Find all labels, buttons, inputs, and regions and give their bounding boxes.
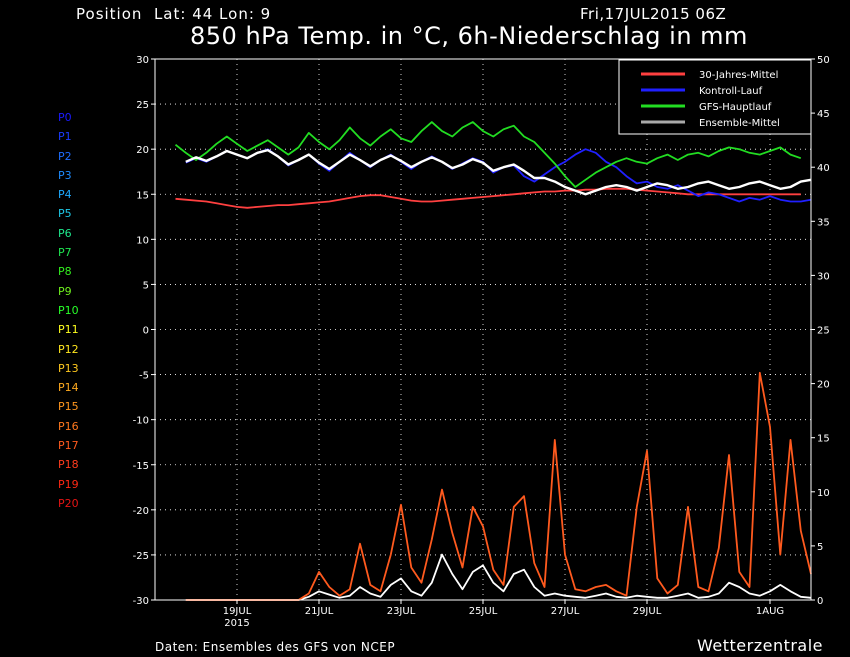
series-line — [175, 187, 801, 209]
x-tick-label: 23JUL — [387, 606, 416, 617]
x-tick-label: 19JUL — [223, 606, 252, 617]
y-left-tick-label: -30 — [133, 596, 149, 607]
y-right-tick-label: 50 — [817, 55, 830, 66]
y-left-tick-label: 25 — [136, 100, 149, 111]
series-line — [185, 148, 812, 196]
y-left-tick-label: -5 — [139, 371, 149, 382]
y-left-tick-label: 5 — [143, 280, 149, 291]
y-left-tick-label: -15 — [133, 461, 149, 472]
x-tick-label: 2015 — [224, 618, 249, 629]
member-label: P5 — [58, 207, 72, 221]
data-credit: Daten: Ensembles des GFS von NCEP — [155, 640, 396, 654]
series-line — [174, 121, 802, 188]
y-right-tick-label: 10 — [817, 488, 830, 499]
legend-label: GFS-Hauptlauf — [699, 102, 772, 113]
legend-label: Ensemble-Mittel — [699, 118, 780, 129]
y-left-tick-label: -10 — [133, 416, 149, 427]
y-right-tick-label: 5 — [817, 542, 823, 553]
x-tick-label: 21JUL — [305, 606, 334, 617]
member-label: P17 — [58, 439, 79, 453]
grid-lines — [155, 59, 811, 600]
brand-label: Wetterzentrale — [697, 636, 824, 655]
x-tick-label: 25JUL — [469, 606, 498, 617]
y-left-tick-label: 15 — [136, 190, 149, 201]
chart-title: 850 hPa Temp. in °C, 6h-Niederschlag in … — [190, 22, 748, 50]
member-list: P0 P1 P2 P3 P4 P5 P6 P7 P8 P9 P10 P11 P12 P13 P14 P15 P1… — [58, 108, 79, 513]
member-label: P19 — [58, 477, 79, 491]
legend-label: Kontroll-Lauf — [699, 86, 763, 97]
member-label: P7 — [58, 246, 72, 260]
y-left-tick-label: 20 — [136, 145, 149, 156]
x-tick-label: 1AUG — [756, 606, 784, 617]
y-left-tick-label: 30 — [136, 55, 149, 66]
member-label: P0 — [58, 111, 72, 124]
member-label: P9 — [58, 284, 72, 298]
member-label: P16 — [58, 419, 79, 433]
legend: 30-Jahres-Mittel Kontroll-Lauf GFS-Hauptla… — [618, 59, 812, 135]
member-label: P12 — [58, 342, 79, 356]
member-label: P8 — [58, 265, 72, 279]
y-right-tick-label: 45 — [817, 109, 830, 120]
y-right-tick-label: 40 — [817, 163, 830, 174]
y-right-tick-label: 15 — [817, 434, 830, 445]
member-label: P20 — [58, 496, 79, 510]
series-line — [185, 371, 812, 601]
member-label: P1 — [58, 130, 72, 144]
y-right-tick-label: 30 — [817, 271, 830, 282]
member-label: P18 — [58, 458, 79, 472]
y-left-tick-label: 0 — [143, 326, 149, 337]
member-label: P4 — [58, 188, 72, 202]
member-label: P3 — [58, 168, 72, 182]
y-right-tick-label: 0 — [817, 596, 823, 607]
member-label: P2 — [58, 149, 72, 163]
y-left-tick-label: -25 — [133, 551, 149, 562]
member-label: P13 — [58, 361, 79, 375]
member-label: P6 — [58, 226, 72, 240]
y-left-tick-label: 10 — [136, 235, 149, 246]
member-label: P15 — [58, 400, 79, 414]
y-right-tick-label: 25 — [817, 326, 830, 337]
position-label: Position Lat: 44 Lon: 9 — [76, 5, 272, 23]
run-date: Fri,17JUL2015 06Z — [580, 5, 727, 23]
y-left-tick-label: -20 — [133, 506, 149, 517]
x-tick-label: 27JUL — [551, 606, 580, 617]
y-right-tick-label: 20 — [817, 380, 830, 391]
member-label: P11 — [58, 323, 79, 337]
legend-label: 30-Jahres-Mittel — [699, 70, 778, 81]
y-right-tick-label: 35 — [817, 217, 830, 228]
member-label: P10 — [58, 303, 79, 317]
member-label: P14 — [58, 381, 79, 395]
x-tick-label: 29JUL — [633, 606, 662, 617]
